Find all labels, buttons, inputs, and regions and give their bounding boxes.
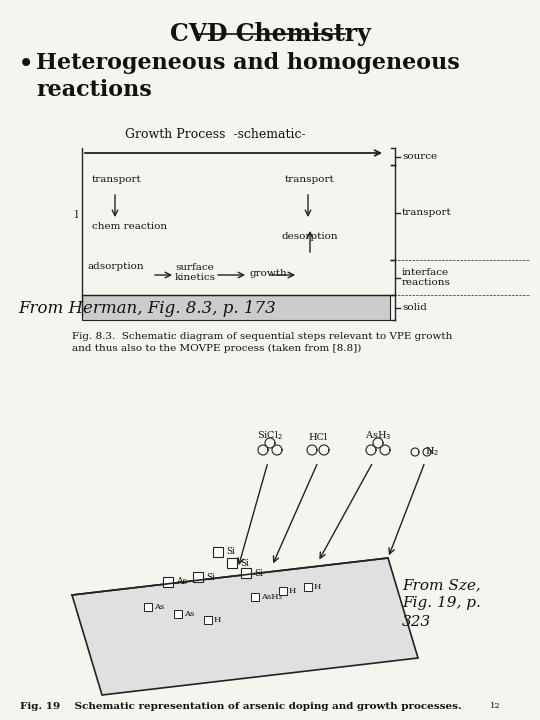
Text: transport: transport xyxy=(402,208,452,217)
Text: Growth Process  -schematic-: Growth Process -schematic- xyxy=(125,128,305,141)
Text: Fig. 19    Schematic representation of arsenic doping and growth processes.: Fig. 19 Schematic representation of arse… xyxy=(20,702,462,711)
Text: desorption: desorption xyxy=(282,232,339,241)
Bar xyxy=(163,577,173,587)
Text: solid: solid xyxy=(402,303,427,312)
Text: CVD Chemistry: CVD Chemistry xyxy=(170,22,370,46)
Text: As: As xyxy=(184,610,194,618)
Text: interface
reactions: interface reactions xyxy=(402,268,451,287)
Bar xyxy=(144,603,152,611)
Text: AsH₃: AsH₃ xyxy=(261,593,282,601)
Bar xyxy=(279,587,287,595)
Text: 12: 12 xyxy=(490,702,501,710)
Text: l: l xyxy=(75,210,78,220)
Text: Si: Si xyxy=(254,569,263,577)
Text: SiCl$_2$: SiCl$_2$ xyxy=(257,429,283,442)
Bar xyxy=(251,593,259,601)
Text: Si: Si xyxy=(226,547,235,557)
Text: transport: transport xyxy=(92,175,141,184)
Bar xyxy=(82,295,390,320)
Bar xyxy=(304,583,312,591)
Text: •: • xyxy=(18,52,34,79)
Bar xyxy=(204,616,212,624)
Text: Fig. 8.3.  Schematic diagram of sequential steps relevant to VPE growth
and thus: Fig. 8.3. Schematic diagram of sequentia… xyxy=(72,332,453,353)
Text: H$_2$: H$_2$ xyxy=(425,446,439,459)
Bar xyxy=(241,568,251,578)
Polygon shape xyxy=(72,558,418,695)
Text: From Sze,
Fig. 19, p.
323: From Sze, Fig. 19, p. 323 xyxy=(402,578,481,629)
Bar xyxy=(193,572,203,582)
Text: surface
kinetics: surface kinetics xyxy=(175,263,216,282)
Bar xyxy=(213,547,223,557)
Text: AsH$_3$: AsH$_3$ xyxy=(364,429,391,442)
Text: growth: growth xyxy=(250,269,288,278)
Text: Heterogeneous and homogeneous
reactions: Heterogeneous and homogeneous reactions xyxy=(36,52,460,101)
Text: chem reaction: chem reaction xyxy=(92,222,167,231)
Text: Si: Si xyxy=(206,572,215,582)
Text: From Herman, Fig. 8.3, p. 173: From Herman, Fig. 8.3, p. 173 xyxy=(18,300,276,317)
Text: H: H xyxy=(314,583,321,591)
Text: HCl: HCl xyxy=(308,433,328,442)
Text: As: As xyxy=(154,603,164,611)
Text: H: H xyxy=(214,616,221,624)
Text: transport: transport xyxy=(285,175,335,184)
Bar xyxy=(227,558,237,568)
Text: As: As xyxy=(176,577,187,587)
Text: adsorption: adsorption xyxy=(88,262,145,271)
Text: source: source xyxy=(402,152,437,161)
Text: H: H xyxy=(289,587,296,595)
Text: Si: Si xyxy=(240,559,249,567)
Bar xyxy=(174,610,182,618)
